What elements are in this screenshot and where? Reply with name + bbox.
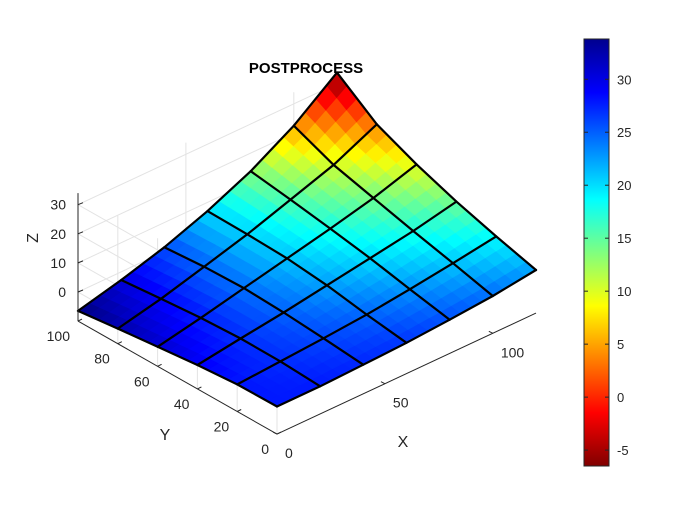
x-tick-label: 100: [501, 344, 525, 360]
colorbar: -5 0 5 10 15 20 25 30: [583, 38, 631, 467]
y-tick-label: 20: [214, 419, 230, 435]
colorbar-tick-label: 20: [617, 178, 631, 193]
mesh-line-constant-x: [120, 278, 322, 388]
y-tick-mark: [276, 431, 282, 435]
x-tick-label: 50: [393, 395, 409, 411]
colorbar-tick-label: 0: [617, 390, 624, 405]
y-axis-label: Y: [160, 427, 171, 444]
colorbar-gradient: [583, 38, 610, 467]
x-axis-label: X: [398, 434, 409, 451]
y-tick-mark: [157, 363, 162, 367]
x-tick-label: 0: [285, 445, 293, 461]
mesh-line-constant-x: [292, 124, 494, 298]
colorbar-ticks: -5 0 5 10 15 20 25 30: [584, 72, 631, 458]
axis-ticks: 0 50 100 0 20 40 60 80 100 0 10 20 30: [47, 197, 525, 461]
y-tick-mark: [117, 341, 123, 345]
z-tick-label: 30: [50, 197, 66, 213]
y-tick-label: 80: [94, 351, 110, 367]
colorbar-tick-label: 15: [617, 231, 631, 246]
y-tick-label: 40: [174, 396, 190, 412]
z-axis-label: Z: [25, 233, 42, 243]
y-tick-mark: [77, 318, 83, 322]
y-tick-label: 0: [261, 441, 269, 457]
mesh-line-constant-x: [206, 210, 408, 344]
z-tick-mark: [77, 231, 84, 235]
colorbar-tick-label: 25: [617, 125, 631, 140]
chart-title: POSTPROCESS: [249, 60, 363, 77]
y-axis-line: [77, 320, 278, 435]
mesh-line-constant-x: [335, 71, 538, 272]
z-tick-mark: [77, 202, 84, 206]
y-tick-mark: [236, 409, 242, 412]
x-tick-mark: [380, 381, 386, 385]
y-tick-label: 100: [47, 328, 71, 344]
z-tick-label: 20: [50, 226, 66, 242]
y-tick-label: 60: [134, 373, 150, 389]
z-tick-label: 10: [50, 255, 66, 271]
z-tick-mark: [77, 289, 84, 293]
mesh-line-constant-x: [163, 246, 365, 366]
colorbar-tick-label: -5: [617, 443, 629, 458]
surface-mesh: [76, 71, 538, 408]
y-tick-mark: [197, 386, 202, 390]
z-tick-label: 0: [58, 284, 66, 300]
x-tick-mark: [488, 330, 494, 334]
mesh-line-constant-x: [249, 170, 451, 321]
colorbar-tick-label: 5: [617, 337, 624, 352]
z-tick-mark: [77, 260, 84, 264]
x-tick-mark: [272, 431, 278, 435]
colorbar-tick-label: 30: [617, 72, 631, 87]
mesh-line-constant-x: [76, 309, 279, 408]
colorbar-tick-label: 10: [617, 284, 631, 299]
